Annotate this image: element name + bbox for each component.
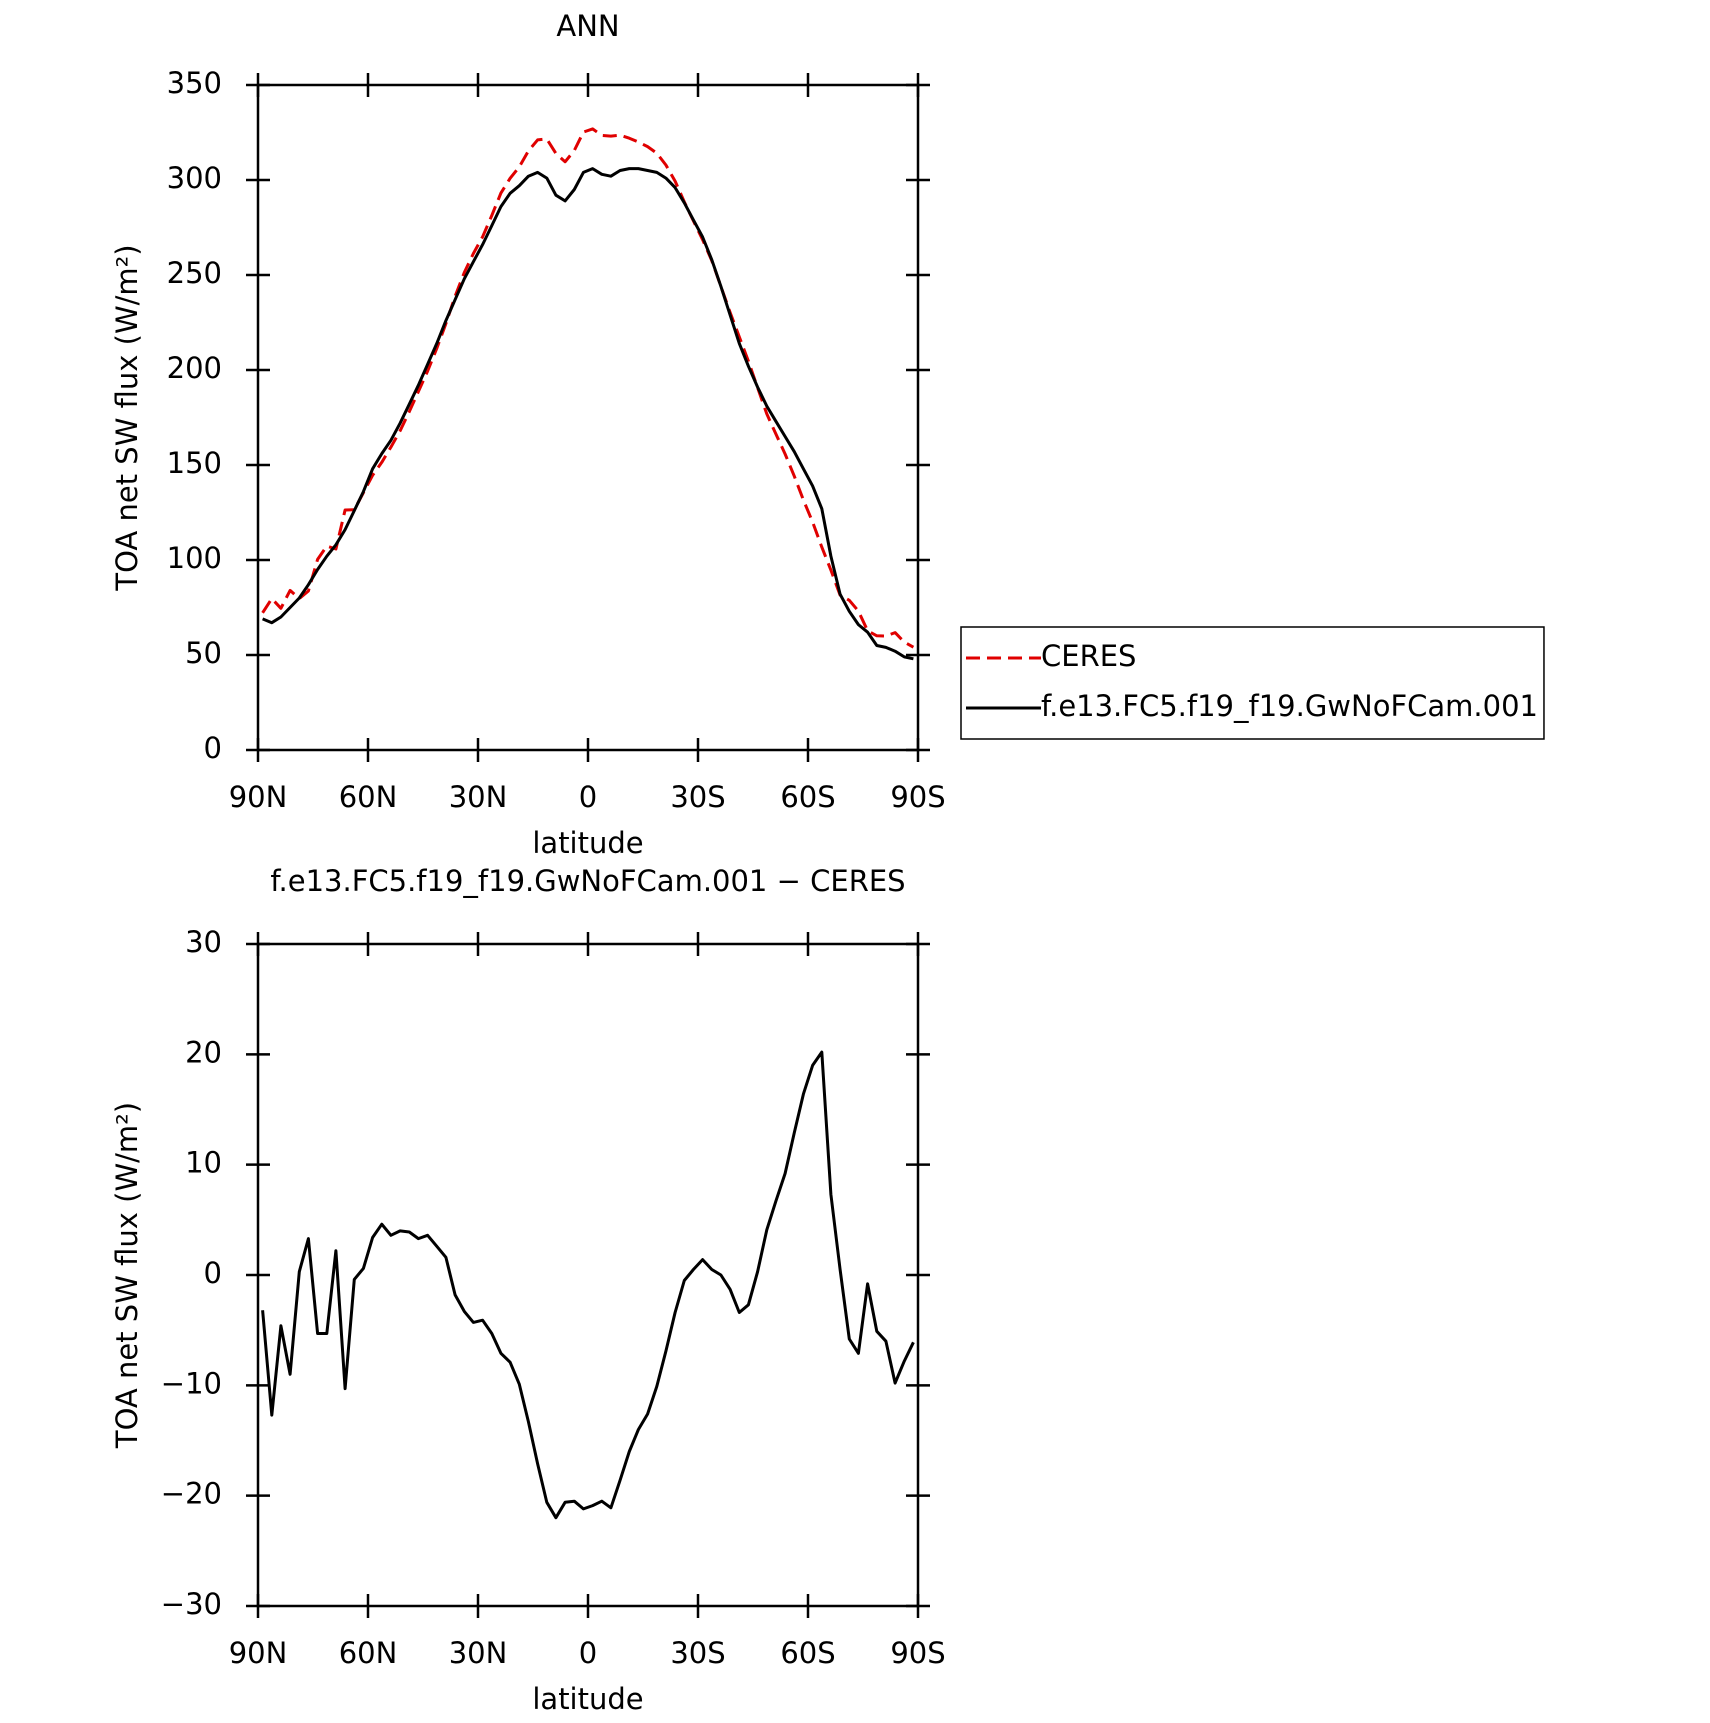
x-tick-label: 90N [229, 1636, 288, 1670]
y-axis-label: TOA net SW flux (W/m²) [110, 1102, 144, 1449]
x-axis-label: latitude [532, 826, 643, 860]
legend-label: CERES [1041, 639, 1136, 673]
y-tick-label: 20 [185, 1035, 222, 1069]
data-line [262, 167, 914, 661]
y-tick-label: 30 [185, 925, 222, 959]
y-tick-label: 10 [185, 1146, 222, 1180]
x-tick-label: 60N [339, 780, 398, 814]
x-tick-label: 0 [579, 780, 597, 814]
data-line [261, 1050, 915, 1520]
x-tick-label: 30S [670, 1636, 725, 1670]
y-tick-label: 100 [167, 541, 222, 575]
y-tick-label: 200 [167, 351, 222, 385]
x-tick-label: 0 [579, 1636, 597, 1670]
legend: CERES f.e13.FC5.f19_f19.GwNoFCam.001 [960, 626, 1545, 740]
legend-label: f.e13.FC5.f19_f19.GwNoFCam.001 [1041, 689, 1538, 723]
data-line [261, 127, 915, 649]
y-tick-label: −20 [161, 1477, 222, 1511]
y-axis-label: TOA net SW flux (W/m²) [110, 244, 144, 591]
x-tick-label: 30N [449, 1636, 508, 1670]
x-tick-label: 60N [339, 1636, 398, 1670]
x-tick-label: 60S [780, 780, 835, 814]
x-tick-label: 60S [780, 1636, 835, 1670]
y-tick-label: 150 [167, 446, 222, 480]
y-tick-label: 300 [167, 161, 222, 195]
chart-title: f.e13.FC5.f19_f19.GwNoFCam.001 − CERES [270, 864, 905, 898]
x-tick-label: 90S [890, 1636, 945, 1670]
x-tick-label: 90N [229, 780, 288, 814]
x-tick-label: 30N [449, 780, 508, 814]
y-tick-label: −10 [161, 1366, 222, 1400]
y-tick-label: 50 [185, 636, 222, 670]
x-tick-label: 90S [890, 780, 945, 814]
y-tick-label: −30 [161, 1587, 222, 1621]
x-tick-label: 30S [670, 780, 725, 814]
y-tick-label: 350 [167, 66, 222, 100]
x-axis-label: latitude [532, 1682, 643, 1716]
y-tick-label: 0 [204, 1256, 222, 1290]
chart-title: ANN [556, 9, 619, 43]
y-tick-label: 250 [167, 256, 222, 290]
plot-frame [256, 83, 920, 752]
y-tick-label: 0 [204, 731, 222, 765]
legend-box [960, 626, 1545, 740]
